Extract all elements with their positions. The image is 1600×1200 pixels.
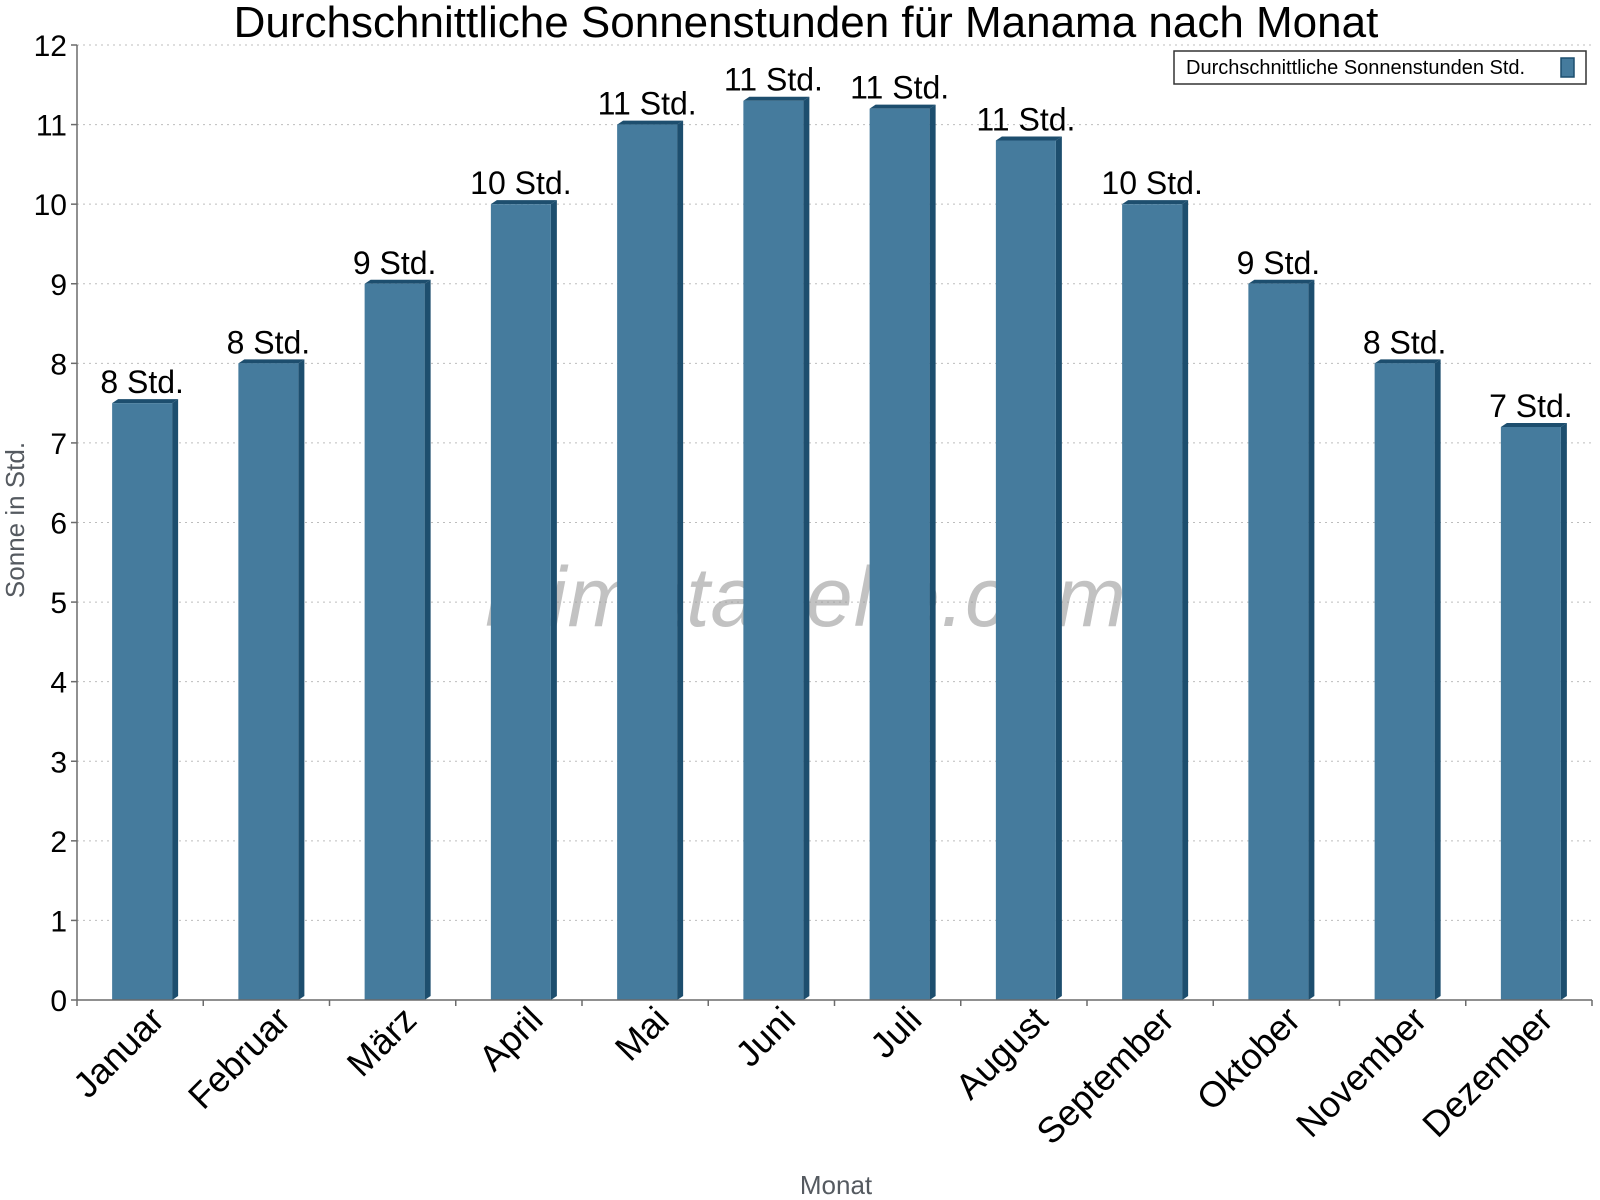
- axes: [71, 44, 1593, 1006]
- x-tick-label: August: [947, 999, 1055, 1107]
- data-label: 9 Std.: [1237, 245, 1321, 281]
- bar-side: [1560, 423, 1567, 1000]
- data-label: 11 Std.: [724, 62, 823, 98]
- x-tick-label: Januar: [65, 999, 172, 1106]
- bar-top: [995, 136, 1062, 141]
- y-tick-label: 5: [50, 587, 67, 620]
- data-label: 11 Std.: [850, 70, 949, 106]
- legend-swatch: [1560, 57, 1575, 78]
- x-tick-label: Dezember: [1414, 999, 1560, 1145]
- bar: [112, 403, 173, 1000]
- bar-side: [677, 120, 684, 1001]
- x-tick-labels: Januar Februar März April Mai Juni Juli AugustS…: [65, 999, 1561, 1153]
- bar: [364, 283, 425, 1000]
- bar: [743, 100, 804, 1001]
- bar: [1374, 363, 1435, 1000]
- bar-top: [617, 120, 684, 125]
- x-tick-label: November: [1288, 999, 1434, 1145]
- bar-side: [1434, 359, 1441, 1000]
- y-tick-label: 7: [50, 428, 67, 461]
- grid: [77, 44, 1592, 921]
- data-labels: 8 Std. 8 Std. 9 Std. 10 Std. 11 Std. 11 Std. 1…: [100, 62, 1572, 424]
- bar: [617, 124, 678, 1001]
- y-axis-title: Sonne in Std.: [0, 442, 30, 598]
- x-tick-label: Juli: [862, 999, 929, 1066]
- data-label: 7 Std.: [1489, 388, 1573, 424]
- y-tick-label: 6: [50, 508, 67, 541]
- bar-side: [424, 279, 431, 1000]
- legend-box: [1173, 50, 1587, 85]
- bar: [869, 108, 930, 1000]
- bar-top: [869, 104, 936, 109]
- bar-top: [1500, 423, 1567, 427]
- data-label: 8 Std.: [100, 364, 184, 400]
- data-label: 8 Std.: [227, 324, 311, 360]
- x-tick-label: Oktober: [1188, 999, 1308, 1119]
- bar-top: [364, 279, 431, 284]
- data-label: 9 Std.: [353, 245, 437, 281]
- y-tick-label: 4: [50, 667, 67, 700]
- bar-side: [803, 96, 810, 1001]
- data-label: 10 Std.: [470, 165, 571, 201]
- bar: [238, 363, 299, 1000]
- y-tick-label: 2: [50, 826, 67, 859]
- bar: [490, 204, 551, 1000]
- bar-side: [1182, 200, 1189, 1000]
- bar: [1122, 204, 1183, 1000]
- x-axis-title: Monat: [800, 1170, 873, 1200]
- y-tick-label: 1: [50, 905, 67, 938]
- bar-top: [490, 200, 557, 205]
- bar-top: [743, 96, 810, 101]
- bars: [112, 96, 1567, 1001]
- x-tick-label: März: [339, 999, 425, 1085]
- data-label: 8 Std.: [1363, 324, 1447, 360]
- x-tick-label: Juni: [727, 999, 803, 1075]
- x-tick-label: April: [471, 999, 551, 1079]
- data-label: 11 Std.: [976, 102, 1075, 138]
- bar: [1500, 427, 1561, 1000]
- y-tick-label: 8: [50, 348, 67, 381]
- bar-top: [1122, 200, 1189, 205]
- y-tick-label: 11: [36, 110, 67, 143]
- bar-side: [1308, 279, 1315, 1000]
- chart-title: Durchschnittliche Sonnenstunden für Mana…: [234, 0, 1379, 47]
- x-tick-label: September: [1028, 999, 1182, 1153]
- y-tick-label: 3: [50, 746, 67, 779]
- y-tick-label: 0: [50, 985, 67, 1018]
- y-tick-label: 12: [34, 30, 67, 63]
- x-tick-label: Mai: [607, 999, 677, 1069]
- bar-side: [550, 200, 557, 1000]
- bar-top: [238, 359, 305, 364]
- bar-side: [298, 359, 305, 1000]
- bar-top: [1374, 359, 1441, 364]
- bar-side: [172, 399, 179, 1000]
- x-tick-label: Februar: [180, 999, 298, 1117]
- y-tick-label: 10: [34, 189, 67, 222]
- legend-label: Durchschnittliche Sonnenstunden Std.: [1186, 57, 1525, 79]
- y-tick-label: 9: [50, 269, 67, 302]
- bar: [995, 140, 1056, 1000]
- bar-side: [1055, 136, 1062, 1000]
- legend: Durchschnittliche Sonnenstunden Std.: [1173, 50, 1587, 85]
- bar-top: [1248, 279, 1315, 284]
- data-label: 10 Std.: [1101, 165, 1202, 201]
- bar: [1248, 283, 1309, 1000]
- bar-side: [929, 104, 936, 1000]
- bar-top: [112, 399, 179, 404]
- data-label: 11 Std.: [598, 86, 697, 122]
